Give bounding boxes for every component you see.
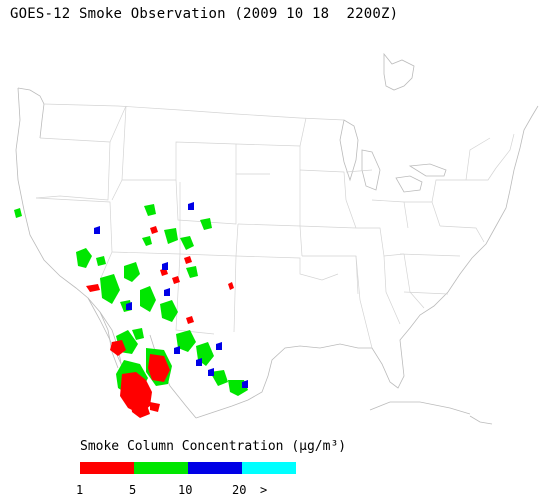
legend-tick-over: > [260,483,268,497]
coastline [15,52,539,425]
legend-tick-10: 10 [178,483,193,497]
map-title: GOES-12 Smoke Observation (2009 10 18 22… [10,6,399,22]
legend-segment-5-10 [134,462,188,474]
legend-tick-20: 20 [232,483,247,497]
legend-tick-5: 5 [129,483,137,497]
legend-segment-1-5 [80,462,134,474]
legend-title: Smoke Column Concentration (µg/m³) [80,439,347,454]
us-smoke-map [14,52,539,425]
smoke-plumes [14,202,248,418]
state-borders [35,103,515,349]
legend-segment-over-20 [242,462,296,474]
legend-tick-1: 1 [76,483,84,497]
legend-color-bar [80,462,296,474]
legend-segment-10-20 [188,462,242,474]
